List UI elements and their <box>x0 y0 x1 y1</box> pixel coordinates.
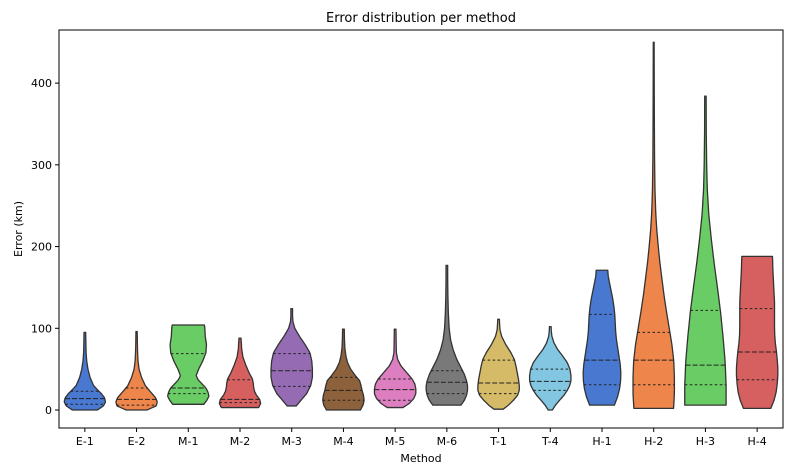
x-tick-label: E-2 <box>128 435 146 448</box>
x-tick-label: H-1 <box>592 435 611 448</box>
x-tick-label: T-1 <box>489 435 507 448</box>
x-axis: E-1 E-2 M-1 M-2 M-3 M-4 M-5 M-6 T-1 T-4 H-1 H-2 H-3 H… <box>76 428 767 448</box>
x-tick-label: M-6 <box>437 435 457 448</box>
violin-body <box>115 330 158 411</box>
violin-e-1 <box>63 331 107 411</box>
violin-h-3 <box>684 95 727 406</box>
violin-body <box>167 324 210 405</box>
x-tick-label: M-1 <box>178 435 198 448</box>
violin-body <box>270 308 314 407</box>
violin-body <box>373 328 417 409</box>
violin-body <box>735 255 779 410</box>
violin-h-1 <box>582 269 622 406</box>
y-tick-label: 400 <box>31 77 52 90</box>
violin-body <box>322 328 365 411</box>
x-tick-label: M-2 <box>230 435 250 448</box>
y-axis: 0 100 200 300 400 <box>31 77 59 417</box>
y-tick-label: 0 <box>45 404 52 417</box>
x-tick-label: H-2 <box>644 435 663 448</box>
violins-group <box>63 41 779 411</box>
violin-body <box>218 337 262 409</box>
y-tick-label: 300 <box>31 159 52 172</box>
x-axis-title: Method <box>400 452 441 465</box>
x-tick-label: M-3 <box>281 435 301 448</box>
plot-frame <box>58 29 784 429</box>
violin-body <box>425 264 469 406</box>
x-tick-label: H-3 <box>696 435 715 448</box>
violin-h-2 <box>632 41 676 410</box>
violin-m-3 <box>270 308 314 407</box>
violin-m-5 <box>373 328 417 409</box>
violin-body <box>582 269 622 406</box>
y-tick-label: 200 <box>31 241 52 254</box>
violin-body <box>632 41 676 410</box>
x-tick-label: E-1 <box>76 435 94 448</box>
x-tick-label: M-4 <box>333 435 353 448</box>
x-tick-label: M-5 <box>385 435 405 448</box>
violin-m-4 <box>322 328 365 411</box>
x-tick-label: T-4 <box>541 435 559 448</box>
y-tick-label: 100 <box>31 322 52 335</box>
y-axis-title: Error (km) <box>12 201 25 257</box>
violin-body <box>477 318 520 410</box>
violin-h-4 <box>735 255 779 410</box>
violin-m-1 <box>167 324 210 405</box>
violin-body <box>684 95 727 406</box>
x-tick-label: H-4 <box>748 435 767 448</box>
violin-m-2 <box>218 337 262 409</box>
violin-e-2 <box>115 330 158 411</box>
violin-body <box>63 331 107 411</box>
violin-t-1 <box>477 318 520 410</box>
chart-title: Error distribution per method <box>326 11 516 26</box>
violin-m-6 <box>425 264 469 406</box>
violin-t-4 <box>528 326 572 411</box>
